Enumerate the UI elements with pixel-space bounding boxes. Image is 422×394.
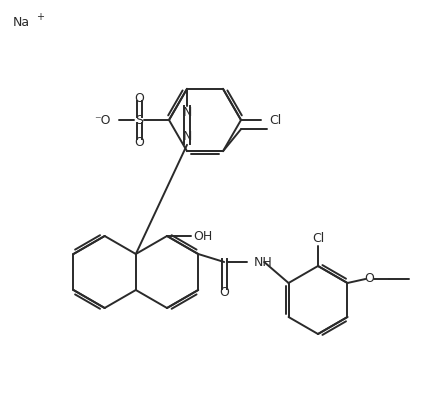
Text: Na: Na — [13, 15, 30, 28]
Text: O: O — [365, 273, 374, 286]
Text: N: N — [182, 106, 192, 119]
Text: OH: OH — [193, 229, 213, 242]
Text: Cl: Cl — [269, 113, 281, 126]
Text: ⁻O: ⁻O — [95, 113, 111, 126]
Text: O: O — [219, 286, 229, 299]
Text: Cl: Cl — [312, 232, 324, 245]
Text: N: N — [182, 130, 192, 143]
Text: +: + — [36, 12, 44, 22]
Text: O: O — [134, 91, 144, 104]
Text: NH: NH — [254, 255, 273, 268]
Text: S: S — [135, 113, 143, 126]
Text: O: O — [134, 136, 144, 149]
